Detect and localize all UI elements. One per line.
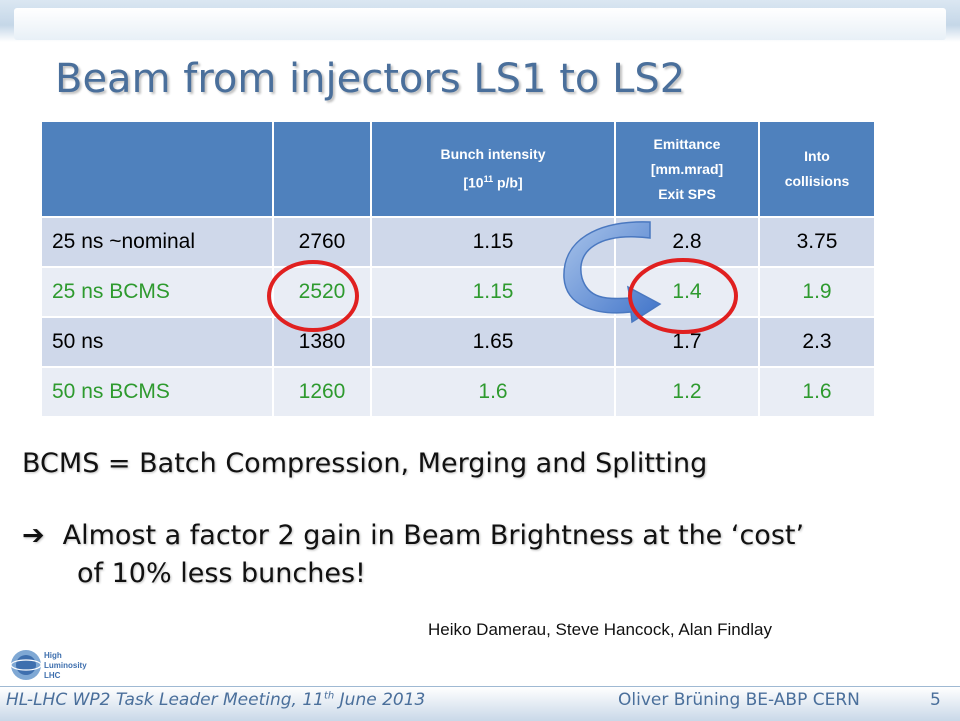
footer-bar [0,686,960,721]
table-row: 25 ns BCMS 2520 1.15 1.4 1.9 [40,266,876,318]
emittance-cell: 1.7 [614,316,760,368]
header-collisions-line1: Into [804,148,830,164]
row-label: 50 ns [40,316,274,368]
authors-credit: Heiko Damerau, Steve Hancock, Alan Findl… [428,620,772,639]
gain-text-1: Almost a factor 2 gain in Beam Brightnes… [62,520,805,551]
beam-parameters-table: Bunch intensity [1011 p/b] Emittance [mm… [40,120,876,418]
bcms-definition: BCMS = Batch Compression, Merging and Sp… [22,448,708,479]
header-collisions-cell: Into collisions [758,120,876,218]
header-collisions-line2: collisions [784,173,850,189]
table-row: 25 ns ~nominal 2760 1.15 2.8 3.75 [40,216,876,268]
header-intensity-line2-a: [10 [463,174,484,191]
emittance-cell: 1.2 [614,366,760,418]
emittance-cell: 2.8 [614,216,760,268]
row-label: 50 ns BCMS [40,366,274,418]
bunches-cell: 1260 [272,366,372,418]
table-row: 50 ns BCMS 1260 1.6 1.2 1.6 [40,366,876,418]
collisions-cell: 1.9 [758,266,876,318]
footer-left-sup: th [323,690,335,702]
header-label-cell [40,120,274,218]
header-emittance-line2: [mm.mrad] [650,160,724,177]
emittance-cell: 1.4 [614,266,760,318]
table-row: 50 ns 1380 1.65 1.7 2.3 [40,316,876,368]
top-banner [0,0,960,42]
logo-text-2: Luminosity [44,661,87,670]
collisions-cell: 3.75 [758,216,876,268]
header-intensity-line2-b: p/b] [493,174,523,191]
bunches-cell: 2760 [272,216,372,268]
page-number: 5 [930,690,941,710]
footer-meeting-info: HL-LHC WP2 Task Leader Meeting, 11th Jun… [6,690,425,710]
footer-author: Oliver Brüning BE-ABP CERN [618,690,860,710]
header-emittance-line3: Exit SPS [658,185,716,202]
row-label: 25 ns ~nominal [40,216,274,268]
header-intensity-cell: Bunch intensity [1011 p/b] [370,120,616,218]
footer-left-b: June 2013 [334,690,426,710]
header-emittance-cell: Emittance [mm.mrad] Exit SPS [614,120,760,218]
intensity-cell: 1.15 [370,216,616,268]
header-intensity-line1: Bunch intensity [440,146,546,163]
header-bunches-cell [272,120,372,218]
header-intensity-sup: 11 [483,174,494,185]
hl-lhc-logo: High Luminosity LHC [10,650,87,680]
footer-left-a: HL-LHC WP2 Task Leader Meeting, 11 [6,690,324,710]
intensity-cell: 1.6 [370,366,616,418]
top-banner-inner [14,8,946,40]
gain-statement-line1: ➔ Almost a factor 2 gain in Beam Brightne… [22,520,804,551]
right-arrow-icon: ➔ [22,520,45,551]
gain-statement-line2: of 10% less bunches! [77,558,366,589]
logo-text-1: High [44,651,62,660]
collisions-cell: 1.6 [758,366,876,418]
slide-title: Beam from injectors LS1 to LS2 [55,56,686,102]
intensity-cell: 1.65 [370,316,616,368]
collisions-cell: 2.3 [758,316,876,368]
header-emittance-line1: Emittance [653,135,721,152]
row-label: 25 ns BCMS [40,266,274,318]
logo-text-3: LHC [44,671,61,680]
bunches-cell: 2520 [272,266,372,318]
intensity-cell: 1.15 [370,266,616,318]
table-header-row: Bunch intensity [1011 p/b] Emittance [mm… [40,120,876,218]
bunches-cell: 1380 [272,316,372,368]
